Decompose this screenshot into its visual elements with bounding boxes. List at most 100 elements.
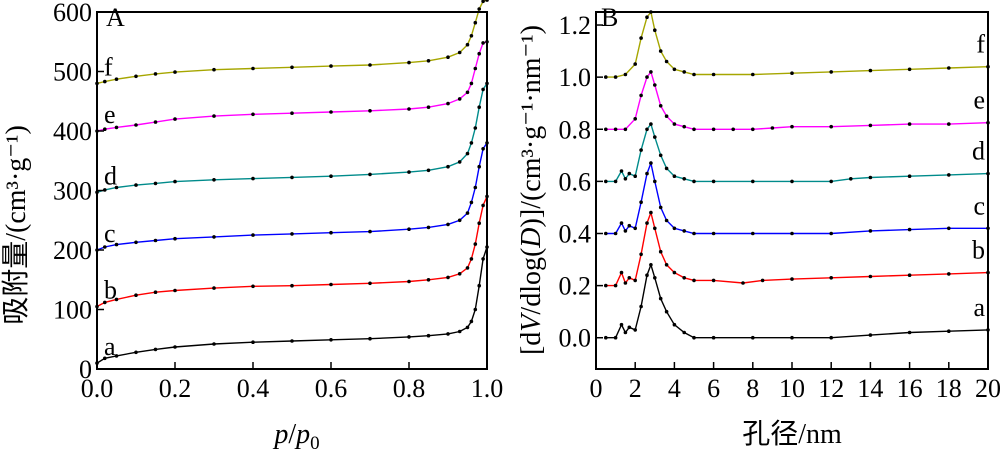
panel-a-series-f-point [212,67,216,72]
panel-a-series-a-point [153,347,158,352]
panel-b-series-f-point [711,72,716,77]
panel-b-series-d-point [849,177,853,181]
panel-a-y-tick-label: 600 [53,0,92,27]
panel-a-series-b-point [329,282,333,287]
panel-a-series-f-point [469,34,474,38]
panel-b-series-a-point [664,309,669,314]
panel-b-series-f-point [664,59,669,64]
panel-b-series-e-point [604,127,608,132]
panel-b-series-c-point [619,221,624,225]
panel-a-series-d-point [290,175,294,180]
panel-a-series-a-point [465,325,470,330]
panel-a-x-tick-label: 0.4 [237,374,270,403]
panel-b-series-d-point [604,179,608,184]
panel-b-series-c-point [751,231,755,236]
panel-a-ticks-layer: 0.0 0.2 0.4 0.6 0.8 1.0 0 100 200 300 400 500 600 [53,0,503,403]
panel-b-series-e-point [770,126,775,130]
panel-a-x-tick-label: 0.0 [81,374,114,403]
panel-a-series-c-label: c [104,219,116,248]
panel-b-series-a-point [711,335,716,340]
panel-b-x-tick-label: 4 [668,374,681,403]
panel-b-series-d-point [868,175,873,180]
panel-a-series-b-point [457,272,462,276]
panel-b-series-f-point [633,62,637,66]
panel-b-series-d-point [623,177,628,181]
panel-a-series-b-point [153,290,158,295]
panel-b-series-f-point [658,49,663,53]
panel-b-y-tick-label: 0.6 [559,167,592,196]
panel-b-series-f-point [623,72,628,77]
panel-b-series-e-point [658,104,663,108]
panel-b-pore-distribution: 0 2 4 6 8 10 12 14 16 18 20 0.0 0.2 0.4 0.6 0.8 1.0 1.2 B… [516,3,1000,450]
panel-a-series-c-point [481,147,485,151]
panel-b-x-tick-label: 8 [746,374,759,403]
panel-b-series-e-point [829,124,833,129]
panel-a-series-b-point [173,288,177,293]
panel-b-series-b-point [947,272,951,276]
panel-b-series-c-point [604,231,608,236]
panel-b-series-e-point [633,117,637,121]
panel-b-series-a-point [790,335,794,340]
panel-a-series-f-point [103,79,107,84]
panel-b-series-d-point [751,179,755,184]
panel-a-series-d-point [368,172,372,177]
panel-a-series-a-point [481,257,485,261]
panel-b-letter: B [601,3,618,32]
panel-b-series-b-label: b [972,236,985,265]
panel-b-series-a-point [645,273,649,278]
panel-b-series-f-point [692,72,696,77]
panel-b-y-tick-label: 0.0 [559,324,592,353]
panel-a-x-tick-label: 0.8 [393,374,426,403]
panel-a-series-d-point [329,174,333,178]
panel-b-x-tick-label: 2 [629,374,642,403]
panel-a-series-a-point [114,354,119,358]
panel-b-series-a-point [658,296,663,301]
panel-b-series-b-point [645,221,649,225]
panel-a-series-b-point [473,242,478,246]
panel-b-series-b-point [682,276,686,280]
panel-a-series-d-label: d [104,161,117,190]
panel-b-series-b-point [790,277,794,281]
panel-a-series-f-point [134,74,138,79]
panel-a-series-b-point [407,279,411,284]
panel-b-series-d-point [664,166,669,171]
panel-b-series-a-point [639,304,643,309]
panel-a-series-c-point [446,222,450,227]
panel-a-series-a-point [477,283,482,288]
panel-a-series-f-point [407,60,411,65]
panel-a-series-f-point [173,70,177,74]
panel-b-series-f-point [653,28,657,32]
panel-b-y-tick-label: 1.0 [559,63,592,92]
panel-b-series-a-point [682,330,686,335]
panel-a-series-e-point [473,66,478,71]
panel-a-series-e-point [114,125,119,130]
panel-b-x-axis-title: 孔径/nm [742,418,842,450]
panel-b-series-b-point [711,278,716,283]
panel-a-series-b-label: b [104,276,117,305]
panel-b-series-d-point [711,179,716,184]
panel-a-series-layer [95,0,489,365]
panel-a-series-e-point [212,114,216,118]
panel-b-series-b-point [653,226,657,231]
panel-b-series-a-point [947,329,951,334]
panel-a-y-tick-label: 400 [53,117,92,146]
panel-a-series-d-point [473,126,478,130]
panel-b-series-c-point [711,231,716,236]
panel-a-series-c-point [103,245,107,249]
panel-a-letter: A [106,3,125,32]
panel-a-series-e-point [446,101,450,106]
panel-b-series-c-point [664,218,669,223]
panel-a-series-a-point [469,319,474,324]
panel-b-series-c-point [947,226,951,231]
panel-b-series-c-point [649,161,653,165]
panel-a-series-d-point [446,164,450,169]
panel-a-series-b-point [103,300,107,305]
panel-a-y-tick-label: 100 [53,296,92,325]
panel-a-series-f-point [153,72,158,76]
panel-a-series-f-point [290,65,294,70]
panel-b-series-d-point [639,148,643,152]
panel-b-series-b-point [868,274,873,279]
panel-b-x-tick-label: 14 [857,374,883,403]
